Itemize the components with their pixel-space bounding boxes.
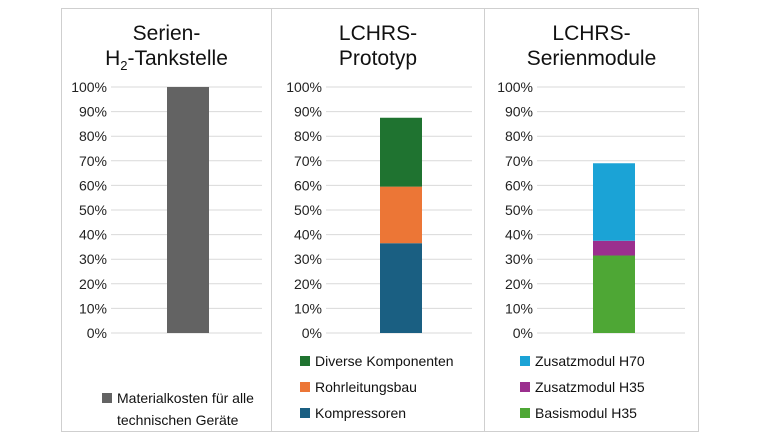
legend-swatch <box>300 356 310 366</box>
bar-segment <box>593 163 635 241</box>
panel-title-line2: H2-Tankstelle <box>62 46 271 78</box>
plot-area: 0% 10% 20% 30% 40% 50% 60% 70% 80% 90% 100% <box>286 79 472 341</box>
panel-title-line2: Serienmodule <box>526 47 657 70</box>
legend-swatch <box>520 382 530 392</box>
legend-item: Rohrleitungsbau <box>300 376 454 398</box>
y-tick-label: 50% <box>294 202 322 218</box>
legend-label: Basismodul H35 <box>535 405 637 421</box>
chart-panel-lchrs-serienmodule: LCHRS- Serienmodule 0% 10% 20% 30% 40% 50% 60%… <box>484 8 699 432</box>
plot-area: 0% 10% 20% 30% 40% 50% 60% 70% 80% 90% 100% <box>497 79 685 341</box>
legend-swatch <box>520 408 530 418</box>
y-tick-label: 100% <box>497 79 533 95</box>
legend: Zusatzmodul H70 Zusatzmodul H35 Basismod… <box>520 350 645 424</box>
y-tick-label: 100% <box>286 79 322 95</box>
bar-segment <box>380 186 422 244</box>
chart-panel-lchrs-prototyp: LCHRS- Prototyp 0% 10% 20% 30% 40% 50% 60% 70% 8… <box>271 8 485 432</box>
panel-title-line1: LCHRS- <box>552 22 631 45</box>
y-tick-label: 30% <box>79 251 107 267</box>
y-tick-label: 100% <box>71 79 107 95</box>
y-tick-label: 30% <box>505 251 533 267</box>
bar-segment <box>593 255 635 333</box>
legend-label: Zusatzmodul H70 <box>535 353 645 369</box>
legend-item: Zusatzmodul H35 <box>520 376 645 398</box>
y-tick-label: 60% <box>79 177 107 193</box>
y-tick-label: 90% <box>79 104 107 120</box>
legend-label-line2: technischen Geräte <box>117 412 239 428</box>
y-tick-label: 90% <box>294 104 322 120</box>
legend-item: Kompressoren <box>300 402 454 424</box>
legend-swatch <box>300 408 310 418</box>
y-tick-label: 0% <box>87 325 107 341</box>
chart-panel-serien-tankstelle: Serien- H2-Tankstelle 0% 10% 20% 30% 40% 50% 6… <box>61 8 272 432</box>
y-tick-label: 80% <box>505 128 533 144</box>
bar-segment <box>593 240 635 256</box>
panel-title-line1: LCHRS- <box>338 22 418 45</box>
legend: Materialkosten für alle technischen Gerä… <box>102 387 254 431</box>
y-tick-label: 10% <box>79 300 107 316</box>
panel-title: LCHRS- Serienmodule <box>485 21 698 71</box>
title-subscript: 2 <box>120 58 128 74</box>
title-suffix: -Tankstelle <box>127 47 228 70</box>
y-tick-label: 20% <box>79 276 107 292</box>
legend-swatch <box>520 356 530 366</box>
panel-title-line1: Serien- <box>132 22 201 45</box>
y-tick-label: 50% <box>505 202 533 218</box>
legend-swatch <box>300 382 310 392</box>
legend-label: Kompressoren <box>315 405 407 421</box>
legend-label: Diverse Komponenten <box>315 353 454 369</box>
y-tick-label: 70% <box>505 153 533 169</box>
bar-segment <box>167 87 209 333</box>
bar-segment <box>380 243 422 333</box>
legend-label: Zusatzmodul H35 <box>535 379 645 395</box>
bar-segment <box>380 117 422 187</box>
y-tick-label: 70% <box>79 153 107 169</box>
legend-item: Zusatzmodul H70 <box>520 350 645 372</box>
legend-label-line1: Materialkosten für alle <box>117 390 254 406</box>
y-tick-label: 30% <box>294 251 322 267</box>
y-tick-label: 70% <box>294 153 322 169</box>
y-tick-label: 10% <box>505 300 533 316</box>
y-tick-label: 10% <box>294 300 322 316</box>
legend-item: Basismodul H35 <box>520 402 645 424</box>
y-tick-label: 80% <box>79 128 107 144</box>
panel-title-line2: Prototyp <box>338 47 418 70</box>
legend-label: Materialkosten für alle technischen Gerä… <box>117 387 254 431</box>
y-tick-label: 80% <box>294 128 322 144</box>
y-tick-label: 40% <box>294 227 322 243</box>
y-tick-label: 40% <box>79 227 107 243</box>
y-tick-label: 60% <box>294 177 322 193</box>
legend: Diverse Komponenten Rohrleitungsbau Komp… <box>300 350 454 424</box>
y-tick-label: 90% <box>505 104 533 120</box>
title-prefix: H <box>105 47 121 70</box>
plot-area: 0% 10% 20% 30% 40% 50% 60% 70% 80% 90% 100% <box>71 79 262 341</box>
legend-item: Diverse Komponenten <box>300 350 454 372</box>
y-tick-label: 0% <box>513 325 533 341</box>
legend-swatch <box>102 393 112 403</box>
legend-label: Rohrleitungsbau <box>315 379 417 395</box>
panel-title: Serien- H2-Tankstelle <box>62 21 271 78</box>
y-tick-label: 50% <box>79 202 107 218</box>
y-tick-label: 0% <box>302 325 322 341</box>
y-tick-label: 60% <box>505 177 533 193</box>
legend-item: Materialkosten für alle technischen Gerä… <box>102 387 254 431</box>
y-tick-label: 20% <box>294 276 322 292</box>
y-tick-label: 20% <box>505 276 533 292</box>
panel-title: LCHRS- Prototyp <box>272 21 484 71</box>
y-tick-label: 40% <box>505 227 533 243</box>
